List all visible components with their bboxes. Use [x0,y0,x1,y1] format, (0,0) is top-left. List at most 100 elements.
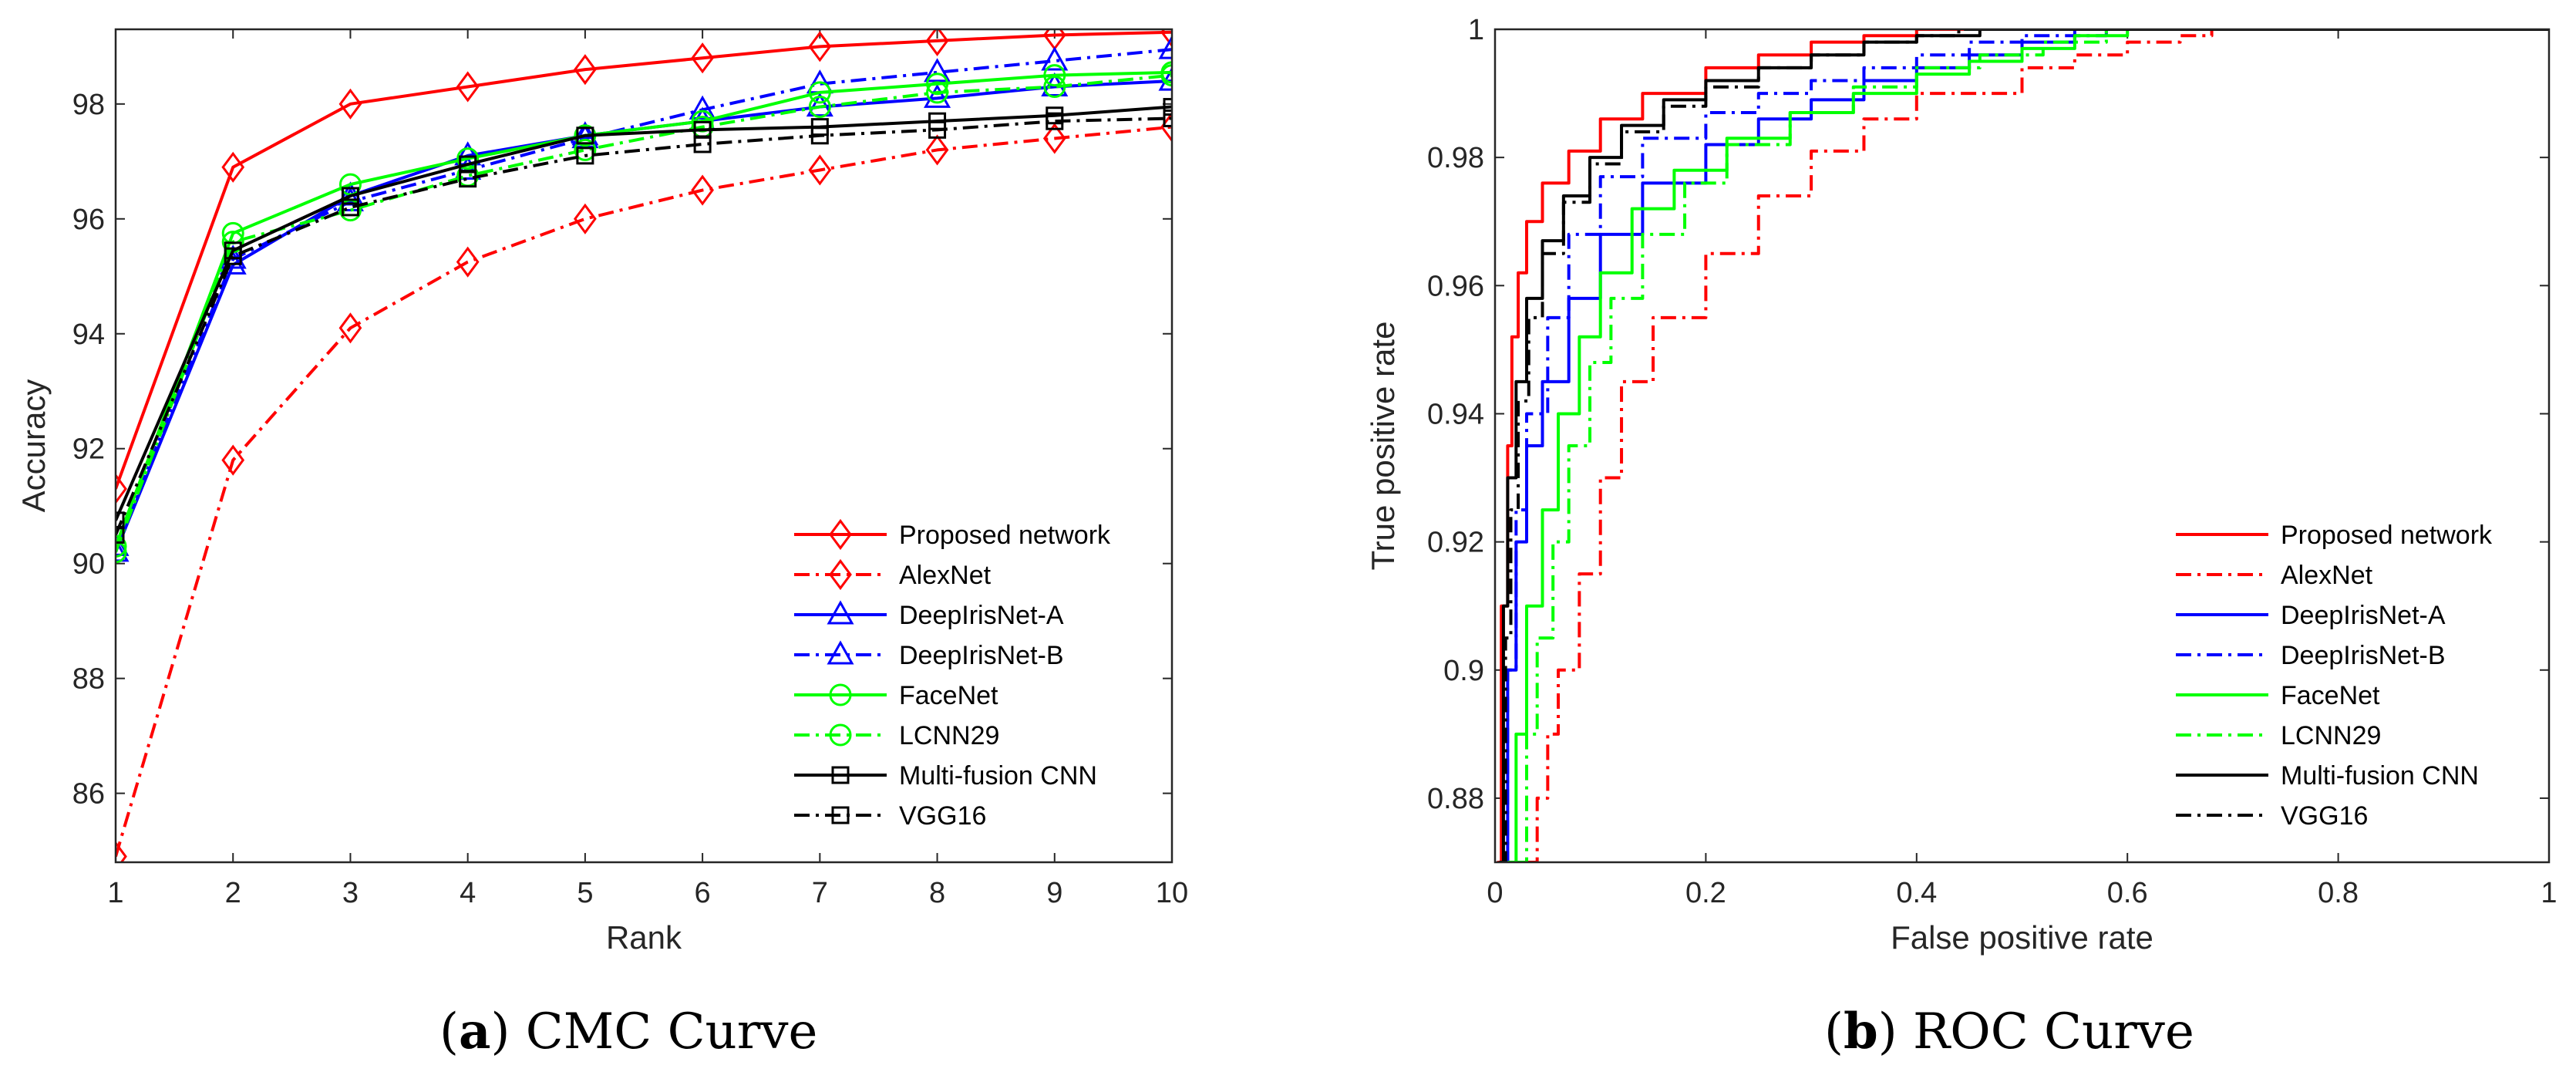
y-tick-label: 0.94 [1427,398,1484,430]
legend-label-deepirisnet-a: DeepIrisNet-A [2281,601,2446,630]
legend-label-deepirisnet-b: DeepIrisNet-B [899,641,1064,670]
y-tick-label: 0.96 [1427,270,1484,302]
data-point-alexnet [338,312,362,344]
data-point-vgg16 [928,120,947,139]
legend-label-multi-fusion-cnn: Multi-fusion CNN [899,761,1097,791]
series-line-deepirisnet-b [116,48,1172,548]
x-tick-label: 7 [812,877,828,909]
x-tick-label: 0 [1487,877,1503,909]
data-point-facenet [456,147,480,170]
data-point-multi-fusion-cnn [1163,98,1172,116]
legend-marker-multi-fusion-cnn [831,766,850,784]
data-point-proposed-network [456,71,480,103]
data-point-lcnn29 [1043,75,1066,98]
data-point-deepirisnet-a [116,538,130,562]
y-tick-label: 86 [72,778,105,811]
data-point-alexnet [456,246,480,278]
x-tick-label: 2 [225,877,241,909]
series-line-vgg16 [1501,29,2549,862]
series-line-lcnn29 [1516,29,2549,862]
data-point-facenet [116,534,127,558]
data-point-alexnet [1042,123,1066,154]
legend-label-multi-fusion-cnn: Multi-fusion CNN [2281,761,2479,791]
x-tick-label: 0.6 [2107,877,2148,909]
series-group [1497,29,2549,862]
y-axis-label: Accuracy [15,379,52,513]
x-tick-label: 1 [107,877,123,909]
legend-marker-deepirisnet-b [827,640,854,665]
caption-a-label: a [458,1003,491,1060]
series-group [116,29,1172,862]
data-point-multi-fusion-cnn [341,187,359,205]
legend-label-vgg16: VGG16 [899,801,986,831]
series-line-vgg16 [116,116,1172,536]
series-line-alexnet [116,125,1172,858]
caption-b-label: b [1843,1003,1878,1060]
series-line-deepirisnet-b [1503,29,2549,862]
data-point-deepirisnet-a [924,83,951,108]
caption-a: (a) CMC Curve [439,1003,818,1060]
legend-label-alexnet: AlexNet [2281,561,2373,590]
data-point-vgg16 [116,525,125,544]
legend-label-lcnn29: LCNN29 [2281,721,2381,750]
y-axis-label: True positive rate [1365,322,1401,571]
legend-marker-proposed-network [829,518,852,551]
data-point-vgg16 [693,135,712,153]
legend-marker-lcnn29 [829,723,852,747]
series-line-deepirisnet-a [1503,29,2549,862]
x-tick-label: 3 [342,877,359,909]
y-tick-label: 0.9 [1443,655,1484,687]
legend-label-deepirisnet-a: DeepIrisNet-A [899,601,1064,630]
legend-marker-alexnet [829,558,852,591]
y-tick-label: 0.88 [1427,783,1484,815]
data-point-alexnet [808,154,832,186]
legend-label-lcnn29: LCNN29 [899,721,999,750]
legend-marker-vgg16 [831,806,850,824]
legend-label-proposed-network: Proposed network [899,521,1111,550]
y-tick-label: 92 [72,433,105,466]
series-line-facenet [1507,29,2549,862]
data-point-facenet [808,81,831,104]
data-point-proposed-network [574,54,597,86]
x-tick-label: 9 [1046,877,1062,909]
data-point-alexnet [925,134,949,166]
data-point-lcnn29 [116,541,127,564]
legend: Proposed network AlexNet DeepIrisNet-A Deep… [2176,521,2493,831]
legend-label-facenet: FaceNet [899,681,998,710]
data-point-proposed-network [221,151,245,183]
legend-marker-facenet [829,683,852,706]
data-point-deepirisnet-b [1041,46,1069,71]
data-point-proposed-network [338,88,362,120]
data-point-proposed-network [691,42,714,74]
data-point-lcnn29 [926,81,949,104]
caption-b-text: ROC Curve [1913,1003,2194,1060]
y-tick-label: 0.98 [1427,142,1484,174]
data-point-lcnn29 [808,96,831,119]
plot-area [116,29,1172,862]
data-point-vgg16 [1163,109,1172,127]
y-tick-label: 0.92 [1427,527,1484,559]
x-tick-label: 5 [577,877,593,909]
y-tick-label: 88 [72,663,105,696]
data-point-proposed-network [808,31,832,62]
data-point-lcnn29 [1160,64,1172,87]
x-tick-label: 4 [460,877,476,909]
axes-frame [1493,28,2551,864]
series-line-facenet [116,70,1172,548]
legend-label-facenet: FaceNet [2281,681,2380,710]
x-tick-label: 6 [695,877,711,909]
legend: Proposed network AlexNet DeepIrisNet-A Deep… [794,518,1111,831]
y-tick-label: 90 [72,548,105,581]
y-tick-label: 1 [1468,14,1484,46]
x-tick-label: 10 [1156,877,1188,909]
data-point-proposed-network [116,473,127,504]
legend-label-proposed-network: Proposed network [2281,521,2493,550]
series-line-lcnn29 [116,73,1172,553]
cmc-chart: 1 2 3 4 5 6 7 8 9 10 86 88 90 92 94 96 98 Rank Accuracy Pro… [15,28,1188,956]
data-point-deepirisnet-b [924,58,951,83]
x-axis-label: Rank [606,919,682,956]
data-point-multi-fusion-cnn [576,126,594,145]
data-point-vgg16 [810,126,829,145]
